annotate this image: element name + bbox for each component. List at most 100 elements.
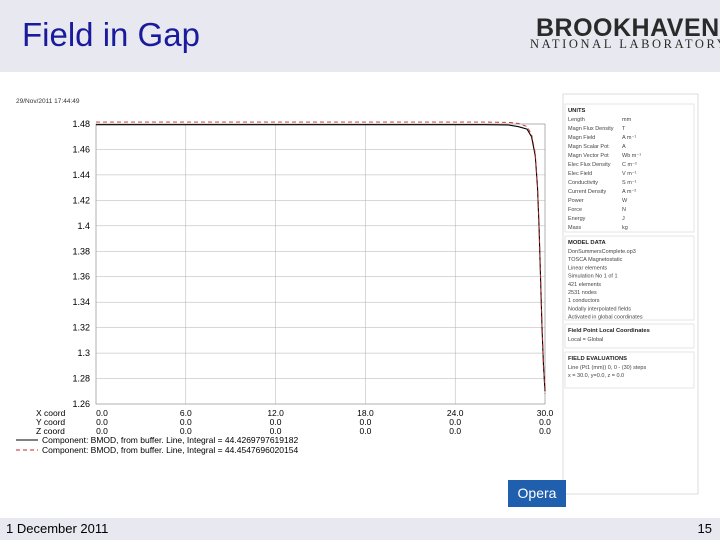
- x-tick-label: 0.0: [96, 417, 108, 427]
- coordinate-table: X coord 0.0 6.0 12.0 18.0 24.0 30.0Y coord 0.0 0…: [36, 408, 554, 436]
- units-key: Magn Vector Pot: [568, 153, 609, 159]
- slide-footer: 1 December 2011 15: [0, 518, 720, 540]
- y-tick-label: 1.44: [72, 170, 90, 180]
- legend-entry-2: Component: BMOD, from buffer. Line, Inte…: [42, 445, 298, 455]
- units-value: N: [622, 207, 626, 213]
- field-line-chart: 29/Nov/2011 17:44:49 1.481.461.441.421.4…: [16, 93, 699, 495]
- panel-line: Activated in global coordinates: [568, 315, 643, 321]
- units-key: Current Density: [568, 189, 606, 195]
- coord-row-label: Y coord: [36, 417, 65, 427]
- panel-line: Simulation No 1 of 1: [568, 274, 618, 280]
- panel-heading-field_point: Field Point Local Coordinates: [568, 328, 650, 334]
- plot-timestamp: 29/Nov/2011 17:44:49: [16, 98, 80, 105]
- x-tick-label: 24.0: [447, 408, 464, 418]
- logo-subtitle: NATIONAL LABORATORY: [530, 37, 720, 51]
- panel-heading-units: UNITS: [568, 108, 586, 114]
- y-tick-label: 1.26: [72, 399, 90, 409]
- series-line-2: [96, 121, 546, 394]
- units-key: Magn Scalar Pot: [568, 144, 609, 150]
- units-value: T: [622, 126, 626, 132]
- units-value: Wb m⁻¹: [622, 153, 641, 159]
- y-tick-label: 1.32: [72, 323, 90, 333]
- x-tick-label: 0.0: [449, 417, 461, 427]
- panel-line: TOSCA Magnetostatic: [568, 257, 623, 263]
- x-tick-label: 0.0: [359, 417, 371, 427]
- legend-entry-1: Component: BMOD, from buffer. Line, Inte…: [42, 435, 298, 445]
- panel-section-units: [564, 103, 695, 233]
- units-key: Magn Flux Density: [568, 126, 614, 132]
- x-tick-label: 0.0: [270, 417, 282, 427]
- y-tick-label: 1.38: [72, 246, 90, 256]
- units-value: kg: [622, 225, 628, 231]
- y-tick-label: 1.4: [77, 221, 90, 231]
- x-tick-label: 0.0: [270, 426, 282, 436]
- units-key: Conductivity: [568, 180, 598, 186]
- x-tick-label: 0.0: [180, 426, 192, 436]
- panel-line: Line (Pt1 (mm)) 0, 0 - (30) steps: [568, 365, 646, 371]
- panel-line: 1 conductors: [568, 298, 600, 304]
- axes: 1.48 1.46 1.44 1.42 1.4 1.38 1.36 1.34 1.32 1.3 1.…: [72, 119, 546, 409]
- x-tick-label: 0.0: [539, 426, 551, 436]
- x-tick-label: 6.0: [180, 408, 192, 418]
- x-tick-label: 0.0: [96, 408, 108, 418]
- info-panel: UNITS Length mm Magn Flux Density T Magn Fiel…: [562, 93, 699, 495]
- units-value: A m⁻¹: [622, 135, 636, 141]
- page-number: 15: [697, 521, 712, 536]
- x-tick-label: 0.0: [449, 426, 461, 436]
- x-tick-label: 18.0: [357, 408, 374, 418]
- units-value: J: [622, 216, 625, 222]
- units-key: Elec Field: [568, 171, 592, 177]
- panel-line: 2531 nodes: [568, 290, 597, 296]
- panel-line: Linear elements: [568, 265, 607, 271]
- slide-header: Field in Gap BROOKHAVEN NATIONAL LABORAT…: [0, 0, 720, 72]
- y-tick-label: 1.42: [72, 195, 90, 205]
- panel-heading-model: MODEL DATA: [568, 240, 606, 246]
- y-tick-label: 1.46: [72, 144, 90, 154]
- plot-frame: [95, 123, 546, 405]
- units-value: A: [622, 144, 626, 150]
- legend: Component: BMOD, from buffer. Line, Inte…: [16, 435, 298, 455]
- x-tick-label: 0.0: [539, 417, 551, 427]
- x-tick-label: 12.0: [267, 408, 284, 418]
- brookhaven-logo: BROOKHAVEN NATIONAL LABORATORY: [526, 12, 720, 58]
- y-tick-label: 1.36: [72, 272, 90, 282]
- panel-line: 421 elements: [568, 282, 601, 288]
- grid-lines: [95, 123, 546, 405]
- units-value: W: [622, 198, 628, 204]
- slide-title: Field in Gap: [22, 16, 200, 53]
- units-key: Force: [568, 207, 582, 213]
- panel-line: DonSummersComplete.op3: [568, 249, 636, 255]
- units-value: S m⁻¹: [622, 180, 637, 186]
- units-key: Power: [568, 198, 584, 204]
- units-value: A m⁻²: [622, 189, 636, 195]
- x-tick-label: 0.0: [96, 426, 108, 436]
- x-tick-label: 0.0: [180, 417, 192, 427]
- panel-section-field_point: [564, 323, 695, 349]
- panel-section-model: [564, 235, 695, 321]
- units-key: Mass: [568, 225, 581, 231]
- info-panel-frame: [562, 93, 699, 495]
- plot-area: 29/Nov/2011 17:44:49 1.48 1.46 1.44 1.42 1.4…: [12, 88, 712, 513]
- x-tick-label: 0.0: [359, 426, 371, 436]
- y-tick-label: 1.34: [72, 297, 90, 307]
- x-tick-label: 30.0: [537, 408, 554, 418]
- footer-date: 1 December 2011: [6, 521, 109, 536]
- panel-section-field_eval: [564, 351, 695, 389]
- y-tick-label: 1.48: [72, 119, 90, 129]
- units-key: Length: [568, 117, 585, 123]
- panel-line: Local = Global: [568, 337, 603, 343]
- units-value: mm: [622, 117, 632, 123]
- coord-row-label: X coord: [36, 408, 66, 418]
- panel-line: x = 30.0, y=0.0, z = 0.0: [568, 373, 624, 379]
- units-key: Magn Field: [568, 135, 595, 141]
- y-tick-label: 1.3: [77, 348, 90, 358]
- y-tick-label: 1.28: [72, 374, 90, 384]
- series-line-1: [96, 124, 546, 392]
- panel-heading-field_eval: FIELD EVALUATIONS: [568, 356, 627, 362]
- series-group: [96, 121, 546, 394]
- panel-line: Nodally interpolated fields: [568, 306, 631, 312]
- units-key: Elec Flux Density: [568, 162, 611, 168]
- opera-logo: Opera: [508, 480, 566, 507]
- units-key: Energy: [568, 216, 586, 222]
- coord-row-label: Z coord: [36, 426, 65, 436]
